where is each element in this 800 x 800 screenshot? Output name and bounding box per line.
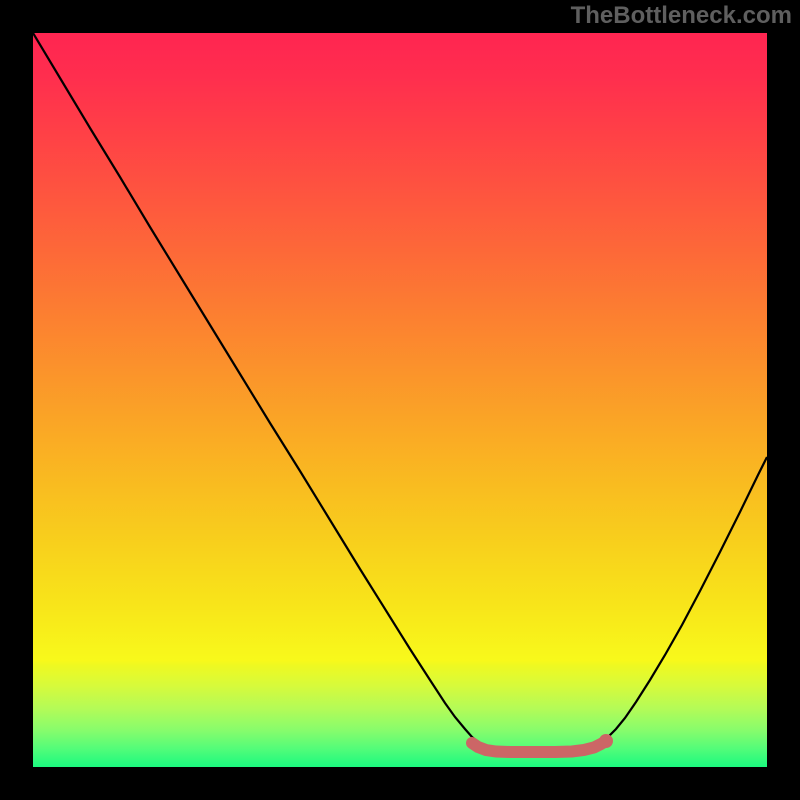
optimal-range-band	[472, 741, 606, 752]
watermark-text: TheBottleneck.com	[571, 2, 792, 30]
chart-container: TheBottleneck.com	[0, 0, 800, 800]
optimal-range-end-dot	[599, 734, 613, 748]
curve-layer	[33, 33, 767, 767]
bottleneck-curve	[33, 33, 767, 751]
plot-area	[33, 33, 767, 767]
